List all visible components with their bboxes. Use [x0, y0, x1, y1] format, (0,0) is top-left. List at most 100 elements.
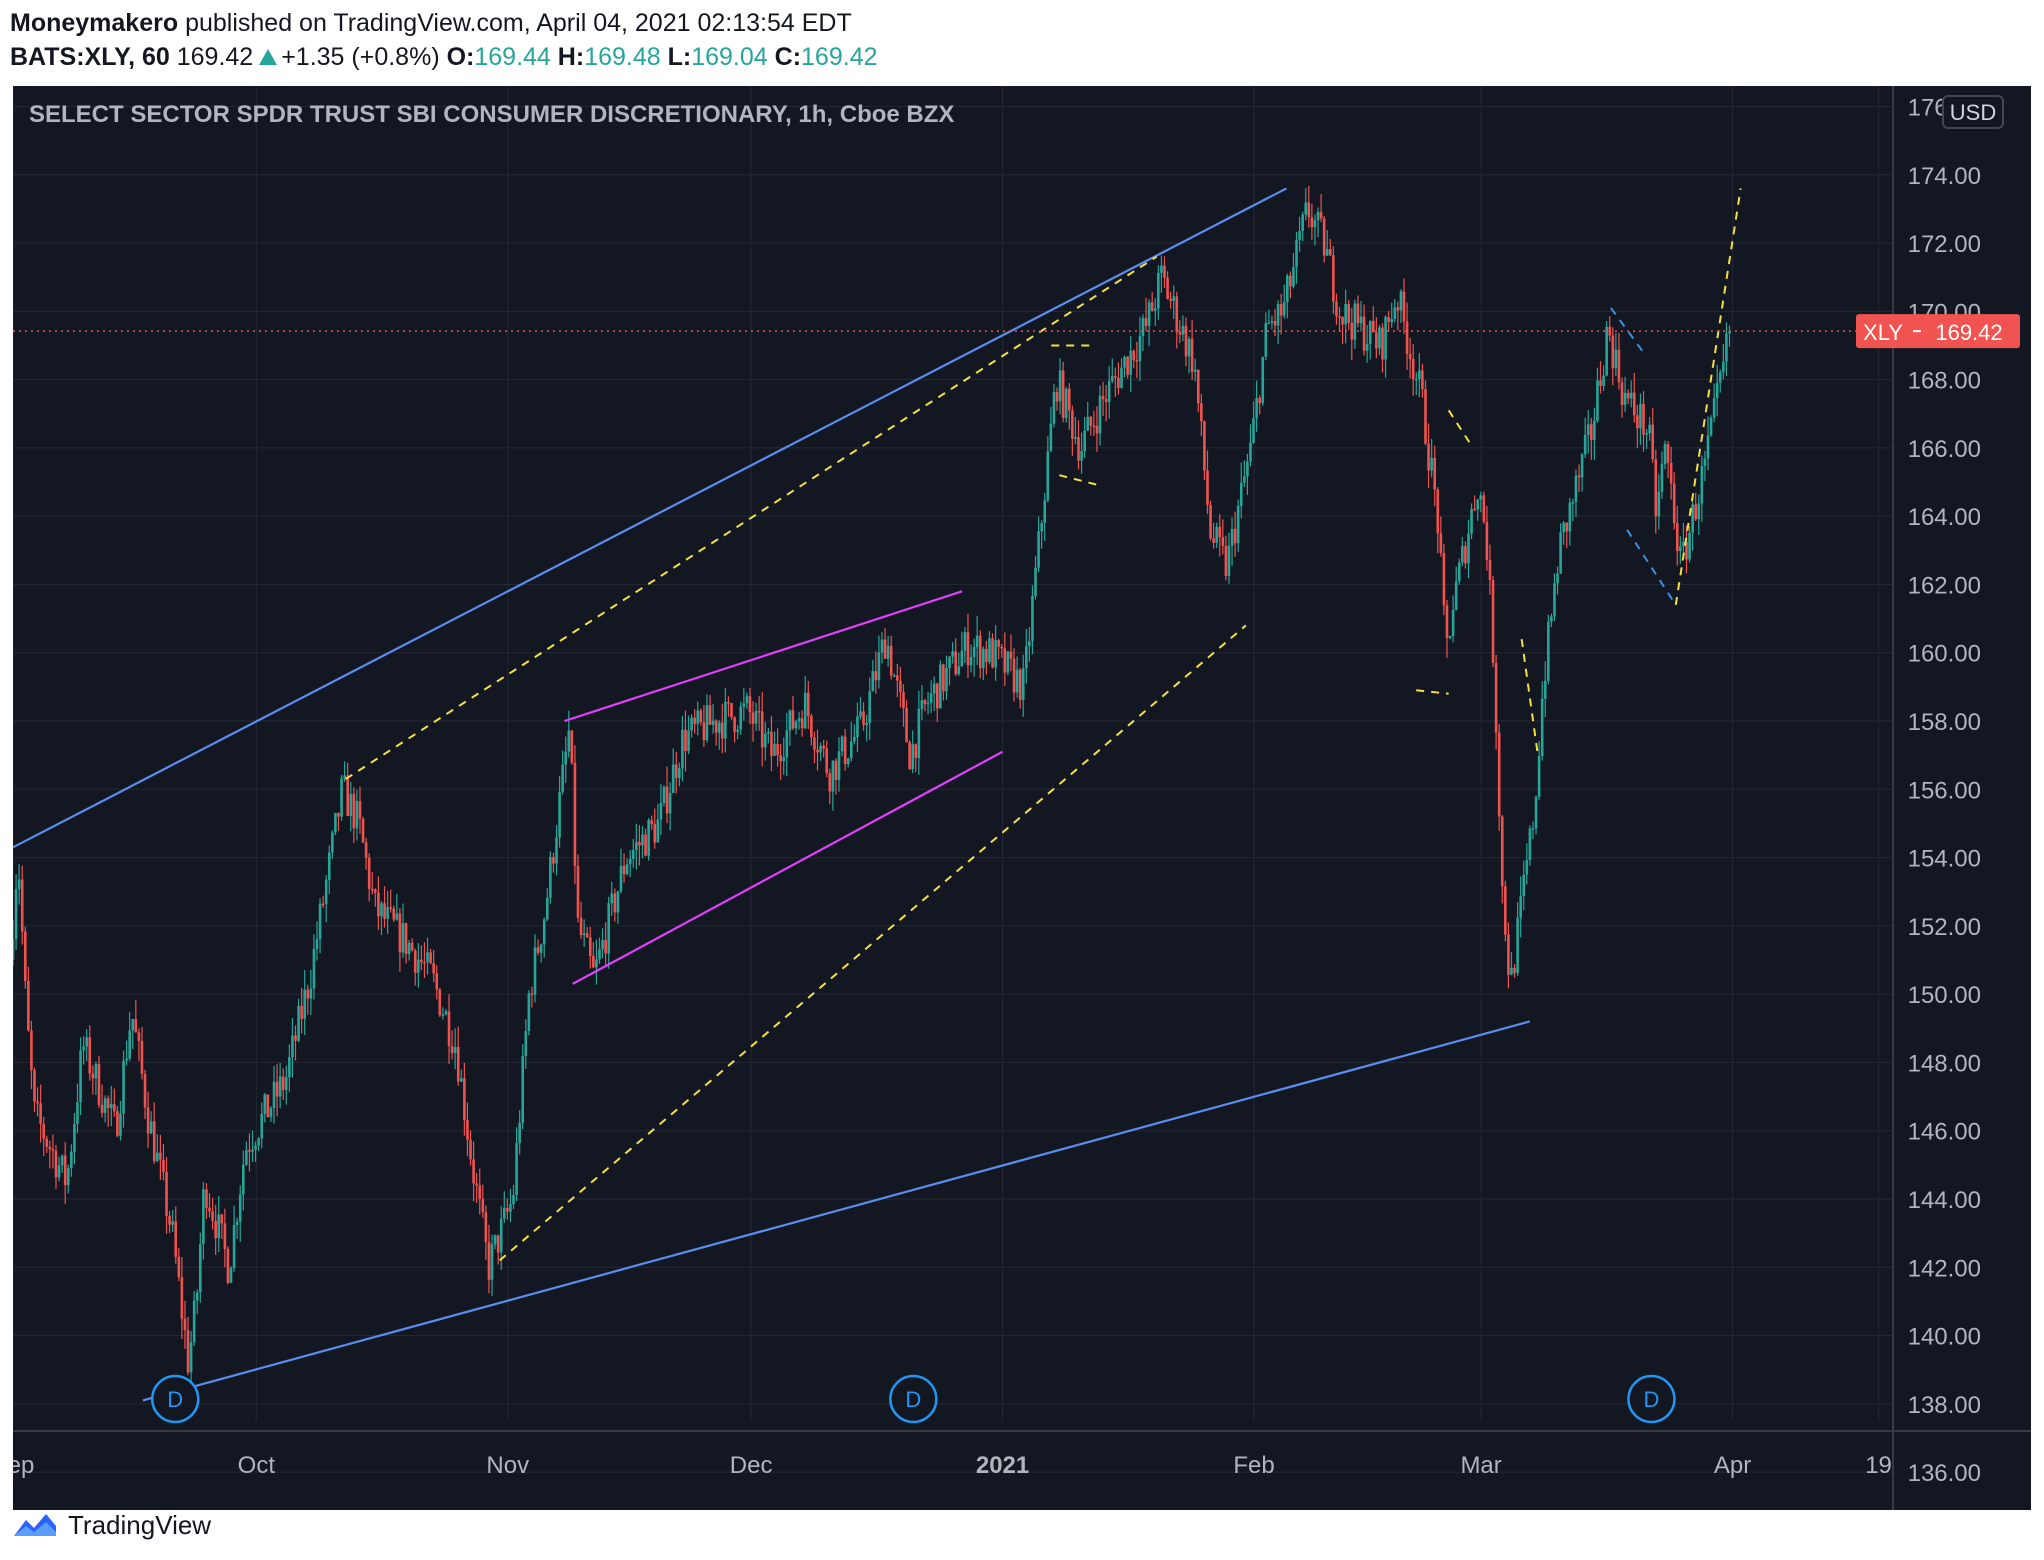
yellow-breakout-dashed-line[interactable]	[1674, 188, 1742, 606]
candle	[1003, 632, 1007, 687]
candle	[1144, 297, 1148, 332]
author-name[interactable]: Moneymakero	[10, 9, 179, 37]
candle-body	[453, 1046, 457, 1053]
candle-body	[1344, 303, 1347, 325]
candle	[122, 1050, 125, 1128]
candle	[1482, 491, 1486, 524]
candle	[1292, 252, 1295, 289]
yellow-mar-spike-dashed[interactable]	[1520, 638, 1539, 756]
candle	[625, 858, 629, 876]
candle-body	[853, 737, 856, 742]
candle	[426, 937, 429, 975]
candle	[724, 688, 727, 753]
candle	[410, 938, 414, 952]
candle-body	[1322, 218, 1326, 256]
candle-body	[466, 1120, 469, 1140]
candle-body	[1058, 370, 1062, 402]
candle-body	[1571, 501, 1575, 504]
candle-body	[232, 1224, 236, 1268]
candle-body	[91, 1073, 95, 1079]
candle	[767, 727, 770, 744]
candle	[100, 1084, 104, 1118]
candle-body	[355, 801, 359, 829]
y-axis[interactable]: 136.00 138.00 140.00 142.00 144.00 146.00 148.…	[1908, 94, 1981, 1487]
upper-channel-line[interactable]	[13, 187, 1287, 849]
candle	[853, 724, 856, 745]
candle	[892, 673, 896, 677]
candle	[503, 1191, 506, 1223]
candle	[266, 1094, 270, 1118]
yellow-feb-upper-dashed[interactable]	[1447, 409, 1474, 449]
dividend-marker[interactable]: D	[889, 1374, 938, 1424]
candle-body	[1629, 392, 1633, 399]
dividend-label: D	[1643, 1387, 1659, 1412]
candle-body	[822, 745, 825, 749]
candle	[63, 1141, 67, 1205]
candle	[407, 940, 411, 961]
candle-body	[1117, 377, 1120, 388]
candle	[819, 742, 822, 762]
candle-body	[1080, 451, 1083, 461]
candle	[33, 1067, 36, 1113]
yellow-lower-dashed-line[interactable]	[499, 624, 1247, 1262]
candle-body	[506, 1207, 509, 1212]
candle-body	[985, 648, 988, 662]
candle	[195, 1289, 199, 1315]
candle	[1160, 255, 1163, 293]
candle-body	[484, 1212, 488, 1243]
candle-body	[1494, 662, 1498, 733]
candle	[1049, 407, 1053, 452]
candle	[288, 1044, 291, 1093]
candle	[103, 1095, 107, 1123]
candle-body	[610, 893, 614, 904]
candle	[730, 702, 733, 720]
lower-channel-line[interactable]	[142, 1020, 1531, 1402]
candle	[214, 1204, 217, 1255]
x-axis[interactable]: Sep Oct Nov Dec 2021 Feb Mar Apr 19	[13, 1452, 1892, 1479]
candle	[506, 1198, 509, 1220]
wedge-lower-line[interactable]	[572, 750, 1004, 985]
candle	[1682, 522, 1685, 555]
blue-upper-dashed-line[interactable]	[1610, 307, 1645, 353]
last-price-tag[interactable]: XLY 169.42	[1856, 314, 2020, 349]
price-chart[interactable]: 136.00 138.00 140.00 142.00 144.00 146.00 148.…	[13, 86, 2031, 1510]
candle-body	[217, 1214, 221, 1239]
candle-body	[1282, 301, 1286, 316]
candle-body	[1725, 333, 1728, 362]
candle	[582, 919, 586, 947]
dividend-marker[interactable]: D	[1627, 1374, 1676, 1424]
currency-box[interactable]	[1942, 95, 2004, 129]
candle-body	[1669, 462, 1673, 484]
candles	[13, 185, 1731, 1389]
candle	[76, 1083, 79, 1134]
candle-body	[288, 1057, 291, 1078]
candle-body	[1000, 646, 1004, 649]
candle	[1043, 492, 1047, 541]
drawings[interactable]	[13, 187, 1742, 1402]
candle-body	[272, 1081, 276, 1108]
candle	[509, 1188, 512, 1223]
candle-body	[705, 705, 709, 741]
candle-body	[1289, 275, 1292, 287]
candle-body	[199, 1244, 202, 1293]
candle	[137, 1028, 141, 1061]
candle	[616, 890, 620, 925]
candle-body	[896, 675, 899, 681]
yellow-flag-bottom-dashed[interactable]	[1059, 474, 1101, 487]
candle	[1516, 902, 1519, 976]
candle	[278, 1062, 282, 1109]
candle-body	[939, 664, 942, 709]
wedge-upper-line[interactable]	[564, 590, 963, 723]
tradingview-footer[interactable]: TradingView	[12, 1502, 211, 1548]
candle-body	[1292, 267, 1295, 287]
yellow-upper-dashed-line[interactable]	[345, 255, 1158, 780]
candle-body	[423, 962, 426, 964]
candle-body	[156, 1152, 159, 1162]
chart-frame[interactable]: 136.00 138.00 140.00 142.00 144.00 146.00 148.…	[13, 86, 2031, 1510]
candle	[1178, 320, 1182, 344]
candle-body	[1568, 502, 1572, 532]
candle	[1485, 505, 1489, 571]
yellow-feb-lower-dashed[interactable]	[1416, 689, 1449, 695]
candle	[530, 986, 534, 1008]
dividend-marker[interactable]: D	[150, 1374, 200, 1424]
